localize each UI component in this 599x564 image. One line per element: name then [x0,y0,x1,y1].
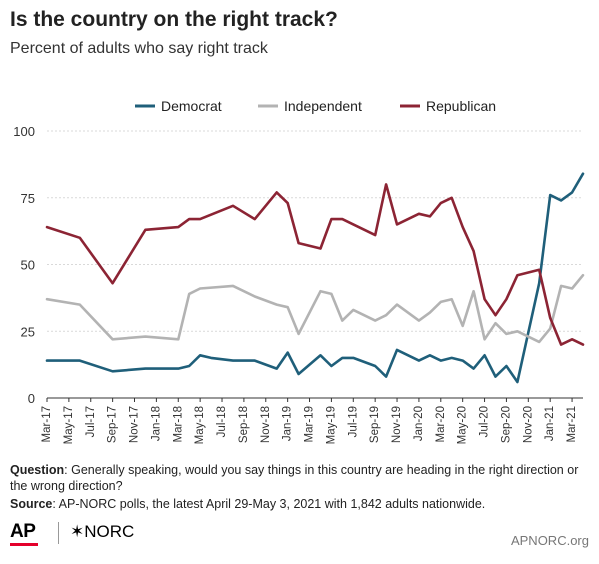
x-tick-label: Nov-17 [129,406,141,443]
x-tick-label: Nov-20 [522,406,534,443]
y-tick-label: 75 [21,191,35,206]
question-label: Question [10,463,65,477]
x-tick-label: Jul-18 [216,406,228,437]
x-tick-label: Mar-21 [566,406,578,442]
source-label: Source [10,497,53,511]
y-tick-label: 25 [21,324,35,339]
x-tick-label: May-19 [325,406,337,444]
x-tick-label: May-17 [63,406,75,444]
x-tick-label: Jul-19 [347,406,359,437]
x-tick-label: May-18 [194,406,206,444]
line-chart: 0 25 50 75 100 Mar-17 May-17 Jul-17 Sep-17 Nov-17… [13,98,585,444]
x-tick-label: Mar-19 [304,406,316,442]
legend-label-republican: Republican [426,98,496,114]
x-tick-label: Nov-19 [391,406,403,443]
apnorc-url: APNORC.org [510,533,589,548]
chart-title: Is the country on the right track? [10,8,338,31]
x-tick-label: Jan-19 [282,406,294,441]
ap-logo-underline [10,543,38,546]
source-note: Source: AP-NORC polls, the latest April … [10,496,590,512]
x-tick-label: Mar-18 [172,406,184,442]
y-tick-label: 50 [21,258,35,273]
x-tick-label: Jul-17 [85,406,97,437]
y-tick-label: 0 [28,391,35,406]
x-tick-label: Nov-18 [260,406,272,443]
source-text: : AP-NORC polls, the latest April 29-May… [52,497,486,511]
x-tick-label: Mar-20 [435,406,447,442]
x-tick-label: Jan-21 [544,406,556,441]
x-tick-label: Jan-20 [413,406,425,441]
logo-divider [58,522,59,544]
chart-subtitle: Percent of adults who say right track [10,40,268,57]
series-line-independent [45,273,585,344]
x-tick-label: Jul-20 [479,406,491,437]
y-tick-label: 100 [13,124,35,139]
question-text: : Generally speaking, would you say thin… [10,463,579,493]
x-tick-label: Sep-20 [500,406,512,443]
series-line-democrat [45,172,585,384]
norc-logo: ✶NORC [70,522,135,541]
x-tick-label: Mar-17 [41,406,53,442]
x-tick-label: Sep-18 [238,406,250,443]
ap-logo: AP [10,521,36,542]
legend-label-independent: Independent [284,98,362,114]
legend-label-democrat: Democrat [161,98,222,114]
x-tick-label: Sep-19 [369,406,381,443]
x-tick-label: May-20 [457,406,469,444]
x-tick-label: Sep-17 [107,406,119,443]
series-line-republican [45,183,585,346]
question-note: Question: Generally speaking, would you … [10,462,590,494]
x-tick-label: Jan-18 [150,406,162,441]
